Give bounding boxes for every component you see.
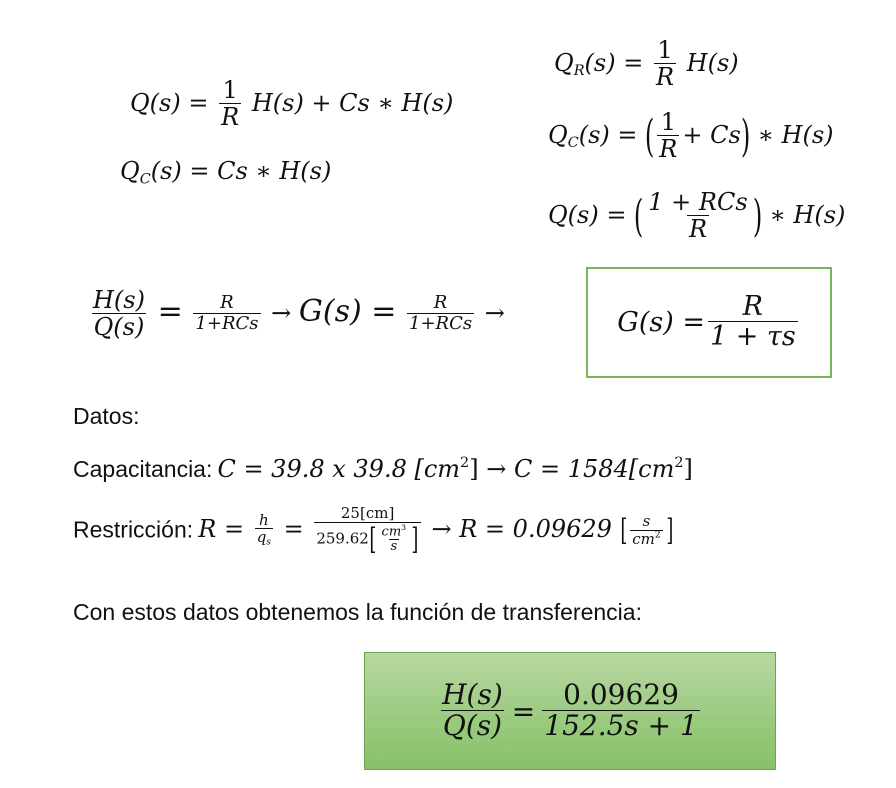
restriccion-line: Restricción: R = h qs = 25[cm] 259.62[cm3 s… bbox=[73, 504, 674, 557]
equation-q-factored: Q(s) = (1 + RCs R) ∗ H(s) bbox=[548, 188, 846, 244]
datos-label: Datos: bbox=[73, 403, 140, 429]
equation-qc-expanded: QC(s) = (1 R + Cs) ∗ H(s) bbox=[548, 108, 834, 164]
final-transfer-function: H(s) Q(s) = 0.09629 152.5s + 1 bbox=[364, 652, 776, 770]
conclusion-text: Con estos datos obtenemos la función de … bbox=[73, 599, 642, 625]
capacitancia-line: Capacitancia: C = 39.8 x 39.8 [cm2] → C … bbox=[73, 455, 693, 484]
equation-qc: QC(s) = Cs ∗ H(s) bbox=[120, 157, 332, 188]
equation-transfer-derivation: H(s) Q(s) = R 1+RCs → G(s) = R 1+RCs → bbox=[91, 286, 505, 342]
